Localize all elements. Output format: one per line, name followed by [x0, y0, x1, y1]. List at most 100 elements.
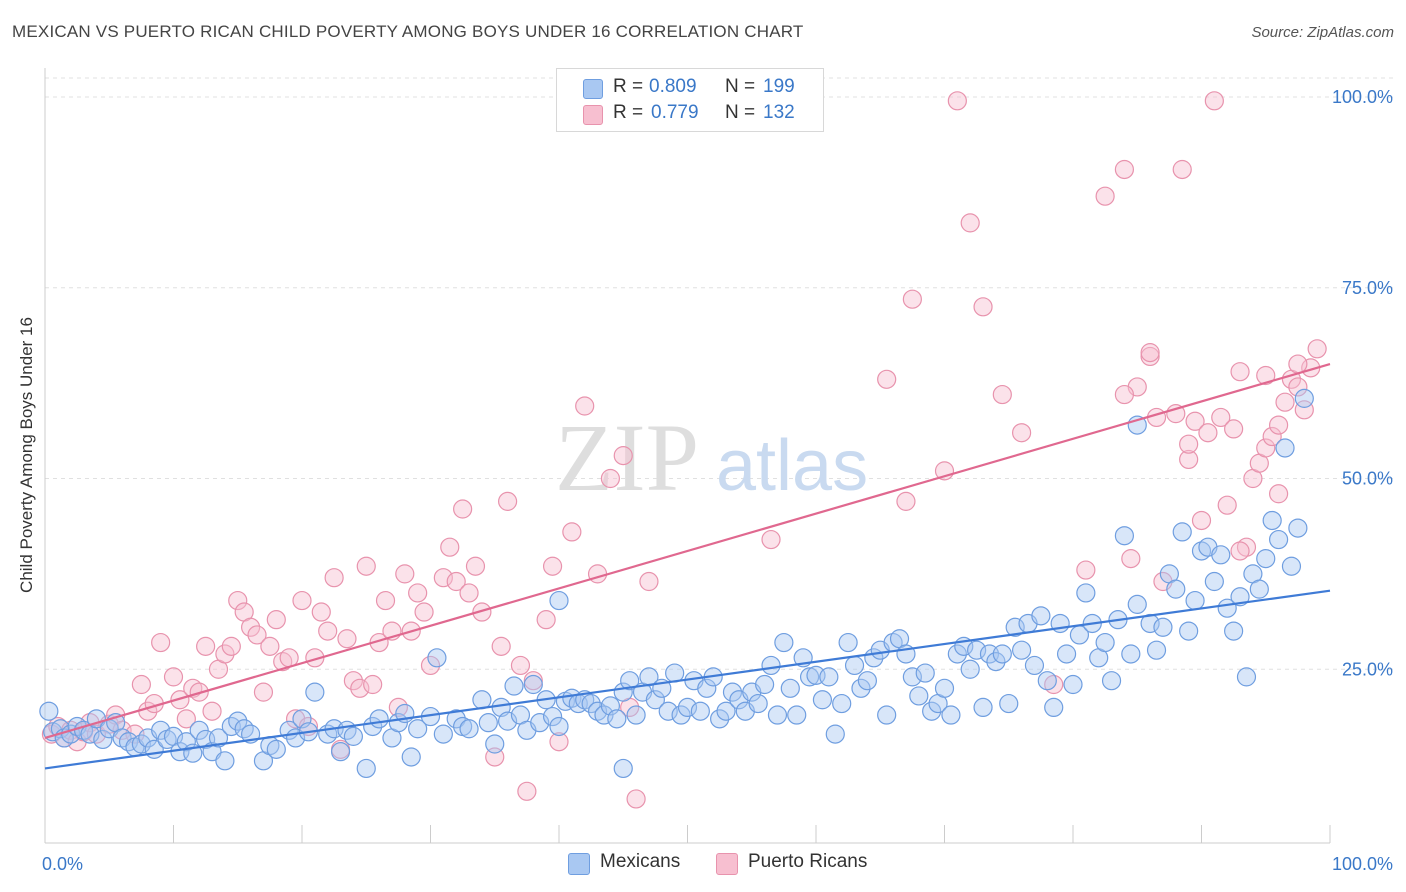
- mexican-point: [748, 693, 768, 714]
- mexican-point: [819, 667, 839, 687]
- puerto-rican-point: [324, 568, 344, 588]
- mexican-point: [671, 705, 691, 725]
- puerto-rican-point: [375, 590, 396, 611]
- mexican-point: [408, 719, 428, 739]
- mexican-point: [1044, 697, 1064, 718]
- legend-n-label: N =: [725, 76, 756, 97]
- mexican-point: [722, 682, 743, 702]
- mexican-point: [1268, 529, 1289, 550]
- mexican-point: [832, 693, 852, 714]
- puerto-rican-point: [163, 667, 184, 687]
- puerto-rican-point: [1288, 354, 1308, 374]
- mexican-point: [542, 706, 563, 727]
- puerto-rican-point: [221, 636, 241, 656]
- puerto-rican-point: [613, 446, 633, 466]
- puerto-rican-point: [356, 556, 376, 576]
- mexican-point: [1256, 549, 1276, 569]
- puerto-rican-point: [1256, 438, 1276, 458]
- source-label: Source: ZipAtlas.com: [1251, 24, 1394, 41]
- mexican-point: [1056, 644, 1077, 664]
- puerto-rican-point: [228, 590, 248, 611]
- puerto-rican-point: [491, 636, 511, 656]
- mexican-point: [93, 729, 113, 750]
- mexican-point: [915, 663, 935, 683]
- puerto-rican-point: [1275, 392, 1295, 412]
- mexican-point: [1230, 587, 1250, 607]
- puerto-rican-point: [465, 556, 486, 576]
- mexican-point: [459, 719, 479, 739]
- mexican-point: [504, 676, 524, 696]
- puerto-rican-point: [215, 644, 235, 664]
- mexican-point: [549, 590, 569, 611]
- y-tick-label: 50.0%: [1342, 469, 1393, 489]
- mexican-point: [658, 701, 678, 721]
- mexican-point: [877, 705, 897, 725]
- mexican-point: [446, 709, 466, 729]
- puerto-rican-point: [1179, 449, 1199, 470]
- puerto-rican-point: [260, 636, 280, 656]
- puerto-rican-point: [896, 491, 916, 511]
- puerto-rican-point: [1262, 426, 1282, 447]
- puerto-rican-point: [408, 583, 428, 603]
- puerto-rican-point: [947, 91, 967, 111]
- mexican-point: [1179, 621, 1199, 641]
- mexican-point: [986, 652, 1006, 672]
- mexican-point: [754, 674, 775, 695]
- puerto-rican-point: [562, 522, 582, 542]
- mexican-point: [343, 726, 363, 746]
- mexican-point: [857, 671, 878, 691]
- mexican-point: [960, 659, 980, 679]
- puerto-rican-point: [414, 602, 434, 622]
- mexican-point: [401, 747, 421, 767]
- legend-swatch-pink: [583, 105, 603, 125]
- puerto-rican-point: [973, 297, 993, 317]
- puerto-rican-point: [433, 568, 453, 588]
- puerto-rican-point: [196, 636, 216, 656]
- mexican-point: [697, 678, 717, 698]
- puerto-rican-point: [343, 671, 363, 691]
- puerto-rican-point: [440, 537, 460, 557]
- puerto-rican-point: [202, 701, 222, 721]
- x-tick-label: 0.0%: [42, 854, 83, 874]
- puerto-rican-point: [1172, 159, 1192, 180]
- legend-r-value: 0.779: [651, 102, 699, 123]
- puerto-rican-point: [247, 625, 267, 645]
- mexican-point: [1281, 556, 1302, 576]
- mexican-point: [176, 732, 196, 752]
- mexican-point: [1031, 606, 1051, 626]
- y-axis-label: Child Poverty Among Boys Under 16: [17, 317, 36, 593]
- puerto-rican-point: [1121, 549, 1141, 569]
- mexican-point: [1146, 640, 1167, 660]
- puerto-rican-point: [86, 724, 107, 744]
- puerto-rican-point: [337, 629, 357, 649]
- mexican-point: [780, 678, 800, 698]
- mexican-point: [973, 697, 993, 718]
- puerto-rican-point: [176, 709, 196, 729]
- legend-r-label: R =: [613, 76, 644, 97]
- mexican-point: [330, 742, 351, 762]
- puerto-rican-point: [1185, 411, 1205, 431]
- puerto-rican-points: [41, 91, 1327, 809]
- mexican-point: [1288, 518, 1308, 538]
- legend-r-value: 0.809: [649, 76, 697, 97]
- mexican-point: [1249, 579, 1269, 599]
- puerto-rican-point: [446, 571, 466, 592]
- puerto-rican-point: [517, 781, 537, 801]
- puerto-rican-point: [587, 564, 608, 584]
- mexican-point: [215, 751, 235, 771]
- legend-n-label: N =: [725, 102, 756, 123]
- mexican-point: [1262, 510, 1282, 531]
- chart-title: MEXICAN VS PUERTO RICAN CHILD POVERTY AM…: [12, 22, 804, 41]
- puerto-rican-point: [1076, 560, 1096, 580]
- puerto-rican-point: [1114, 159, 1135, 180]
- mexican-trend-line: [44, 589, 1331, 770]
- mexican-point: [812, 690, 833, 710]
- legend-n-value: 199: [763, 76, 795, 97]
- puerto-rican-point: [459, 583, 479, 603]
- puerto-rican-point: [639, 571, 659, 592]
- puerto-rican-point: [253, 682, 274, 702]
- mexican-point: [710, 709, 730, 729]
- legend-label: Mexicans: [600, 851, 681, 872]
- puerto-rican-point: [420, 655, 441, 676]
- puerto-rican-point: [1179, 434, 1199, 454]
